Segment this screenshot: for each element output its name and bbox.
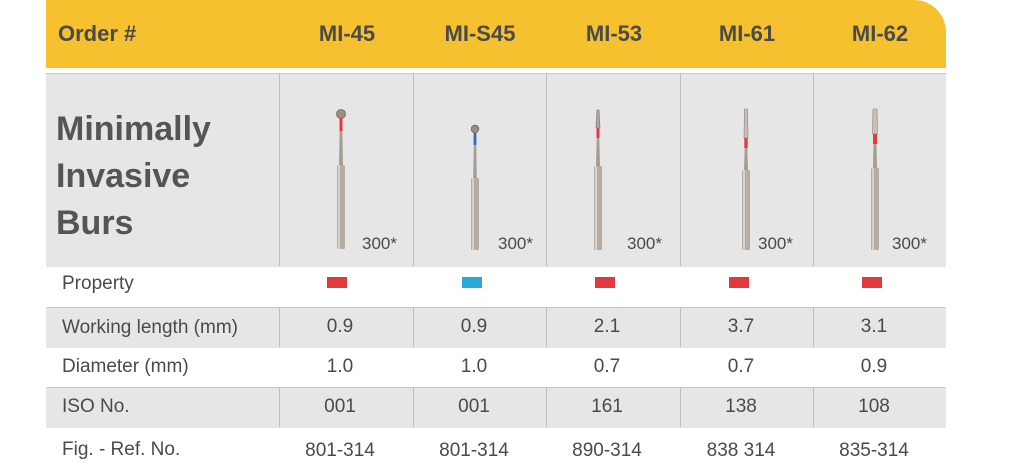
property-row	[46, 267, 946, 306]
title-line: Burs	[56, 204, 134, 242]
fig-ref-value: 801-314	[305, 440, 375, 461]
iso-value: 001	[458, 396, 490, 417]
grid-line	[813, 387, 814, 427]
iso-value: 138	[725, 396, 757, 417]
fig-ref-value: 835-314	[839, 440, 909, 461]
column-mi-61: MI-61	[718, 21, 776, 46]
grid-line	[279, 307, 280, 347]
iso-value: 001	[324, 396, 356, 417]
title-line: Invasive	[56, 157, 191, 195]
property-swatch	[862, 277, 882, 288]
property-swatch	[462, 277, 482, 288]
pack-quantity: 300*	[758, 234, 793, 253]
iso-value: 108	[858, 396, 890, 417]
diameter-label: Diameter (mm)	[62, 356, 189, 377]
bur-image-mi-62	[871, 108, 879, 250]
column-mi-53: MI-53	[585, 21, 643, 46]
working-length-value: 0.9	[326, 316, 354, 337]
diameter-value: 0.7	[593, 356, 621, 377]
column-mi-45: MI-45	[318, 21, 376, 46]
pack-quantity: 300*	[627, 234, 662, 253]
product-title: Minimally Invasive Burs	[56, 106, 211, 247]
bur-image-mi-61	[742, 108, 750, 250]
grid-line	[413, 73, 414, 266]
grid-line	[680, 73, 681, 266]
working-length-value: 3.1	[860, 316, 888, 337]
fig-ref-value: 890-314	[572, 440, 642, 461]
diameter-value: 0.7	[727, 356, 755, 377]
fig-ref-row	[46, 428, 946, 467]
iso-value: 161	[591, 396, 623, 417]
grid-line	[680, 387, 681, 427]
working-length-label: Working length (mm)	[62, 317, 238, 338]
diameter-value: 0.9	[860, 356, 888, 377]
grid-line	[413, 387, 414, 427]
grid-line	[813, 307, 814, 347]
fig-ref-value: 801-314	[439, 440, 509, 461]
property-swatch	[595, 277, 615, 288]
grid-line	[413, 307, 414, 347]
grid-line	[279, 73, 280, 266]
column-mi-s45: MI-S45	[444, 21, 516, 46]
iso-label: ISO No.	[62, 396, 130, 417]
fig-ref-label: Fig. - Ref. No.	[62, 439, 181, 460]
header-bar	[46, 0, 946, 68]
working-length-value: 3.7	[727, 316, 755, 337]
column-mi-62: MI-62	[851, 21, 909, 46]
order-number-label: Order #	[58, 21, 137, 46]
diameter-value: 1.0	[460, 356, 488, 377]
diameter-value: 1.0	[326, 356, 354, 377]
grid-line	[680, 307, 681, 347]
pack-quantity: 300*	[498, 234, 533, 253]
grid-line	[813, 73, 814, 266]
title-line: Minimally	[56, 110, 211, 148]
pack-quantity: 300*	[362, 234, 397, 253]
grid-line	[546, 307, 547, 347]
working-length-value: 0.9	[460, 316, 488, 337]
property-label: Property	[62, 273, 134, 294]
bur-image-mi-45	[336, 109, 346, 249]
working-length-value: 2.1	[593, 316, 621, 337]
grid-line	[546, 73, 547, 266]
property-swatch	[729, 277, 749, 288]
fig-ref-value: 838 314	[706, 440, 776, 461]
bur-image-mi-s45	[470, 124, 480, 250]
grid-line	[546, 387, 547, 427]
pack-quantity: 300*	[892, 234, 927, 253]
diameter-row	[46, 348, 946, 386]
property-swatch	[327, 277, 347, 288]
bur-image-mi-53	[594, 109, 602, 250]
image-row	[46, 73, 946, 267]
grid-line	[279, 387, 280, 427]
